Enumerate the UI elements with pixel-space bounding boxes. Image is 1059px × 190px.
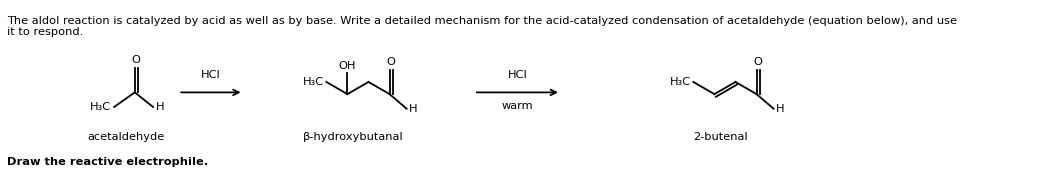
Text: H: H	[776, 104, 785, 114]
Text: HCl: HCl	[201, 70, 220, 80]
Text: Draw the reactive electrophile.: Draw the reactive electrophile.	[7, 157, 208, 167]
Text: H₃C: H₃C	[90, 102, 111, 112]
Text: β-hydroxybutanal: β-hydroxybutanal	[303, 132, 403, 142]
Text: The aldol reaction is catalyzed by acid as well as by base. Write a detailed mec: The aldol reaction is catalyzed by acid …	[7, 16, 957, 37]
Text: 2-butenal: 2-butenal	[693, 132, 748, 142]
Text: O: O	[387, 57, 395, 67]
Text: H: H	[409, 104, 418, 114]
Text: warm: warm	[502, 101, 534, 111]
Text: O: O	[131, 55, 141, 65]
Text: acetaldehyde: acetaldehyde	[88, 132, 165, 142]
Text: HCl: HCl	[507, 70, 527, 80]
Text: H: H	[156, 102, 164, 112]
Text: O: O	[753, 57, 762, 67]
Text: H₃C: H₃C	[669, 77, 690, 87]
Text: OH: OH	[339, 61, 356, 71]
Text: H₃C: H₃C	[303, 77, 324, 87]
